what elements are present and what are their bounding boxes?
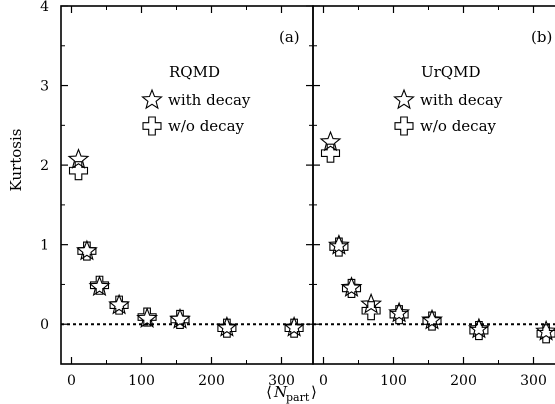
x-tick-label: 0: [67, 373, 76, 389]
panel-a: 0 1 2 3 4 0 100 200 300 (a) RQMD with decay w/o deca…: [40, 0, 314, 389]
data-point-star: [67, 148, 90, 169]
data-point-cross: [68, 161, 89, 181]
x-axis-title: ⟨ N part ⟩: [266, 383, 317, 404]
x-axis-title-main: N: [273, 383, 288, 401]
data-point-star: [535, 319, 555, 341]
legend-entry: with decay: [168, 91, 251, 109]
y-tick-label: 3: [40, 79, 49, 95]
data-point-star: [319, 130, 342, 152]
panel-label: (a): [279, 28, 300, 46]
data-point-cross: [217, 318, 237, 338]
legend-marker-cross: [394, 116, 414, 136]
legend-entry: w/o decay: [168, 117, 245, 135]
data-point-star: [283, 315, 306, 337]
x-tick-label: 300: [520, 373, 547, 389]
model-name: UrQMD: [421, 63, 481, 81]
panel-b: 0 100 200 300 (b) UrQMD with decay w/o decay: [312, 5, 555, 389]
y-tick-label: 1: [40, 238, 49, 254]
panels-group: 0 1 2 3 4 0 100 200 300 (a) RQMD with decay w/o deca…: [40, 0, 555, 389]
panel-frame: [60, 5, 314, 365]
data-point-cross: [469, 321, 489, 341]
data-point-star: [327, 233, 350, 255]
data-point-cross: [320, 143, 341, 163]
legend-marker-cross: [142, 116, 162, 136]
svg-text:⟩: ⟩: [311, 383, 317, 401]
svg-text:⟨: ⟨: [266, 383, 272, 401]
data-point-star: [467, 317, 490, 339]
x-tick-label: 100: [128, 373, 155, 389]
data-point-cross: [422, 311, 442, 331]
panel-frame: [312, 5, 555, 365]
data-point-cross: [329, 237, 349, 257]
data-point-star: [388, 301, 411, 323]
legend-marker-star: [393, 88, 415, 110]
data-point-cross: [89, 275, 110, 295]
data-point-cross: [77, 241, 97, 261]
data-point-star: [88, 275, 111, 297]
data-point-star: [215, 315, 238, 337]
x-tick-label: 200: [450, 373, 477, 389]
y-axis-title: Kurtosis: [7, 129, 25, 192]
legend-marker-star: [141, 88, 163, 110]
y-tick-label: 4: [40, 0, 49, 15]
legend-entry: w/o decay: [420, 117, 497, 135]
y-tick-label: 0: [40, 317, 49, 333]
data-point-cross: [109, 295, 129, 315]
data-point-star: [360, 292, 383, 314]
data-point-cross: [170, 309, 190, 329]
data-point-star: [340, 276, 363, 297]
data-point-star: [136, 307, 159, 328]
x-tick-label: 0: [319, 373, 328, 389]
panel-label: (b): [531, 28, 552, 46]
legend-entry: with decay: [420, 91, 503, 109]
x-axis-title-sub: part: [286, 391, 310, 404]
model-name: RQMD: [169, 63, 220, 81]
y-tick-label: 2: [40, 158, 49, 174]
x-tick-label: 100: [380, 373, 407, 389]
data-point-cross: [361, 301, 381, 321]
data-point-cross: [137, 307, 157, 327]
data-point-cross: [284, 318, 304, 338]
x-tick-label: 300: [268, 373, 295, 389]
data-point-cross: [389, 305, 409, 325]
data-point-cross: [341, 278, 362, 298]
data-point-star: [421, 308, 443, 330]
x-tick-label: 200: [198, 373, 225, 389]
data-point-cross: [536, 324, 555, 344]
